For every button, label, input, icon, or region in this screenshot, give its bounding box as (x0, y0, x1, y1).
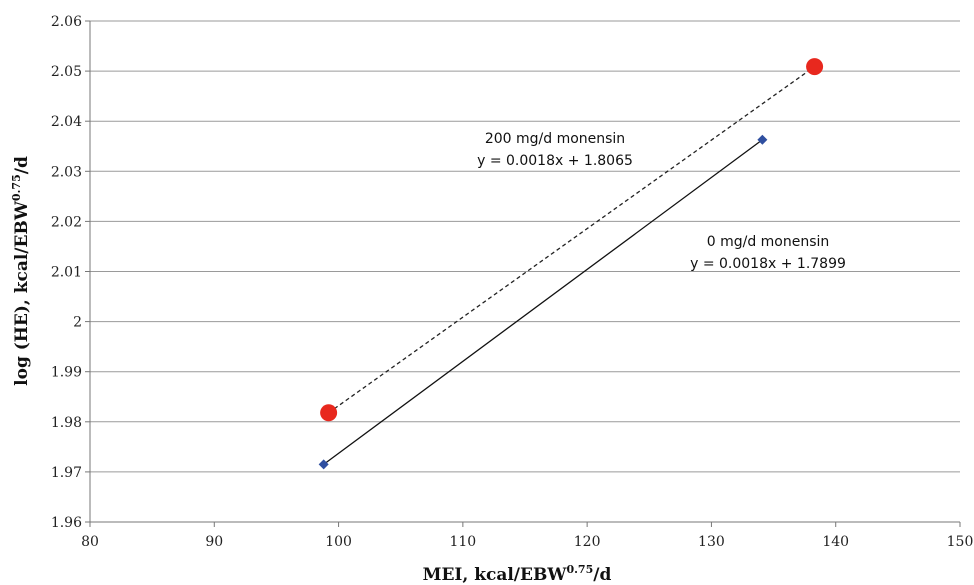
data-point (757, 134, 768, 145)
y-tick-label: 2.04 (51, 114, 82, 130)
y-tick-label: 2.06 (51, 14, 82, 30)
trend-line (323, 139, 763, 465)
series-annotation: y = 0.0018x + 1.7899 (690, 256, 846, 272)
y-tick-label: 2.01 (51, 265, 82, 281)
data-point (318, 459, 329, 470)
x-tick-label: 80 (81, 534, 99, 550)
data-point (320, 404, 338, 422)
y-tick-label: 1.96 (51, 515, 82, 531)
y-tick-label: 2.02 (51, 214, 82, 230)
gridlines (90, 20, 960, 473)
series-annotation: 0 mg/d monensin (707, 234, 830, 250)
x-tick-label: 150 (947, 534, 974, 550)
x-tick-label: 100 (325, 534, 352, 550)
y-tick-label: 1.97 (51, 465, 82, 481)
y-tick-label: 1.99 (51, 365, 82, 381)
x-tick-label: 140 (822, 534, 849, 550)
annotations: 200 mg/d monensin y = 0.0018x + 1.8065 0 m… (477, 131, 846, 272)
data-point (806, 58, 824, 76)
tick-labels: 1.96 1.97 1.98 1.99 2 2.01 2.02 2.03 2.04 2.05 2.0… (51, 14, 974, 550)
y-tick-label: 2.03 (51, 164, 82, 180)
trend-lines (323, 66, 815, 465)
axes (85, 20, 961, 527)
x-axis-title: MEI, kcal/EBW0.75/d (423, 563, 612, 585)
trend-line (328, 66, 815, 414)
series-annotation: y = 0.0018x + 1.8065 (477, 153, 633, 169)
series-annotation: 200 mg/d monensin (485, 131, 625, 147)
y-axis-title: log (HE), kcal/EBW0.75/d (10, 156, 32, 386)
x-tick-label: 130 (698, 534, 725, 550)
x-tick-label: 90 (205, 534, 223, 550)
y-tick-label: 1.98 (51, 415, 82, 431)
x-tick-label: 120 (574, 534, 601, 550)
data-points (318, 58, 824, 470)
x-tick-label: 110 (449, 534, 476, 550)
y-tick-label: 2.05 (51, 64, 82, 80)
y-tick-label: 2 (73, 315, 82, 331)
